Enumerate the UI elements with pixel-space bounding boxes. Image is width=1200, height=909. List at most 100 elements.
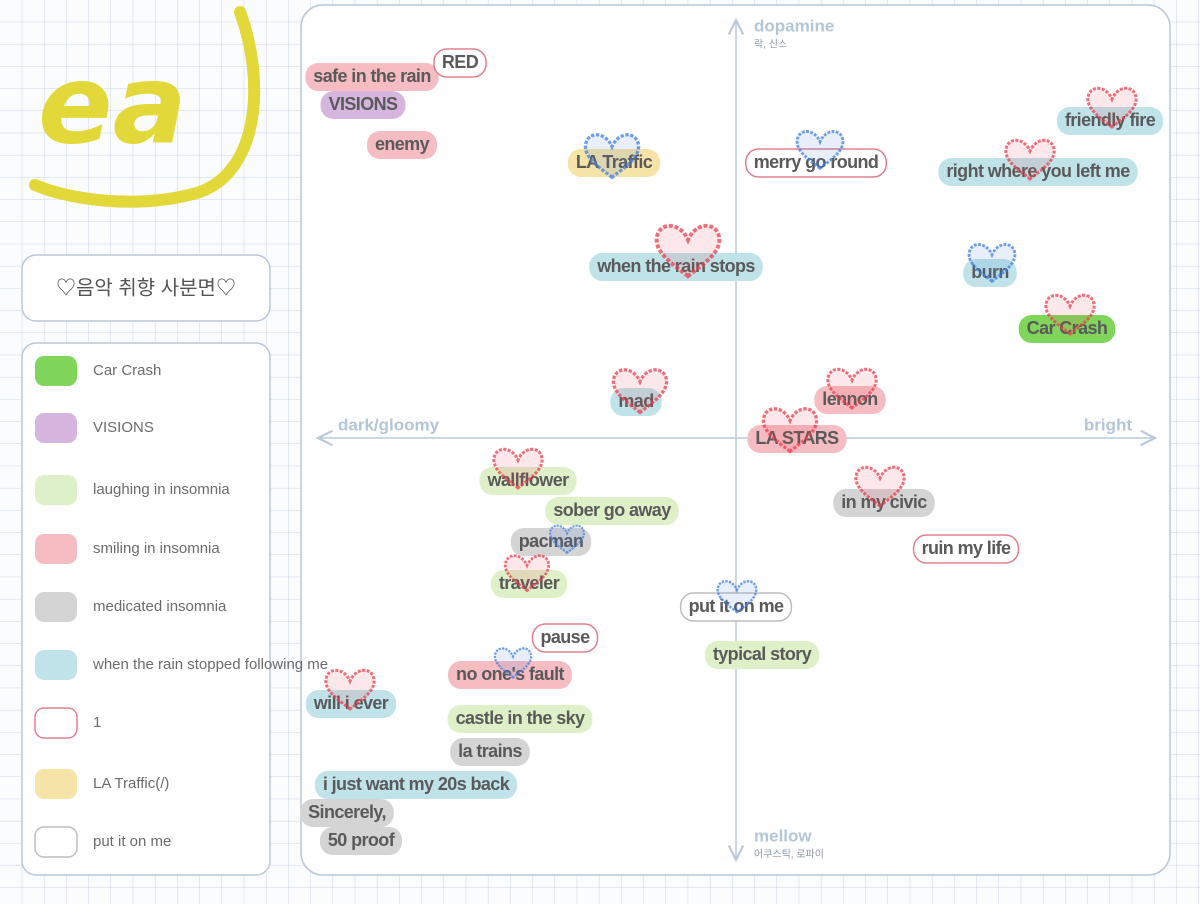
chip-background	[1018, 315, 1116, 343]
song-label: pause	[540, 627, 590, 647]
song-label: Sincerely,	[308, 802, 386, 822]
chip-background	[305, 690, 397, 718]
chip-background	[1056, 107, 1164, 135]
chip-background	[679, 592, 793, 622]
legend-label: laughing in insomnia	[93, 481, 230, 498]
song-chip: i just want my 20s back	[314, 771, 518, 799]
axis-label-bottom: mellow	[754, 826, 812, 845]
axis-label-top: dopamine	[754, 16, 834, 35]
axis-label-right: bright	[1084, 415, 1132, 434]
heart-doodle	[549, 524, 585, 555]
song-chip: ruin my life	[912, 534, 1020, 564]
legend-swatch	[35, 650, 77, 680]
chip-background	[314, 771, 518, 799]
chip-background	[433, 48, 487, 78]
heart-doodle	[1004, 138, 1056, 181]
song-label: mad	[618, 391, 653, 411]
legend-swatch	[35, 769, 77, 799]
chip-background	[450, 738, 530, 766]
heart-doodle	[583, 133, 641, 180]
song-chip: 50 proof	[319, 827, 403, 855]
song-chip: castle in the sky	[447, 705, 593, 733]
song-chip: RED	[433, 48, 487, 78]
legend-label: medicated insomnia	[93, 598, 227, 615]
song-chip: Sincerely,	[300, 799, 394, 827]
song-chip: safe in the rain	[305, 63, 439, 91]
heart-doodle	[504, 554, 550, 593]
song-label: Car Crash	[1027, 318, 1108, 338]
song-label: lennon	[822, 389, 877, 409]
heart-doodle	[1044, 293, 1096, 336]
chip-background	[366, 131, 438, 159]
chip-background	[545, 497, 679, 525]
heart-doodle	[854, 465, 906, 508]
chip-background	[447, 705, 593, 733]
song-chip: typical story	[704, 641, 820, 669]
chip-background	[963, 259, 1017, 287]
legend-swatch	[35, 356, 77, 386]
chip-background	[610, 388, 662, 416]
axis-sub-bottom: 어쿠스틱, 로파이	[754, 849, 824, 861]
song-chip: put it on me	[679, 592, 793, 622]
logo-smile	[29, 6, 261, 208]
chip-background	[744, 148, 888, 178]
legend-label: 1	[93, 714, 101, 731]
legend-label: when the rain stopped following me	[92, 656, 328, 673]
song-label: castle in the sky	[456, 708, 585, 728]
chip-background	[510, 528, 592, 556]
song-chip: mad	[610, 388, 662, 416]
song-label: ruin my life	[922, 538, 1011, 558]
chip-background	[320, 91, 406, 119]
chip-background	[567, 149, 661, 177]
heart-doodle	[716, 580, 758, 614]
logo: ea	[29, 6, 261, 208]
song-chip: sober go away	[545, 497, 679, 525]
song-chip: will i ever	[305, 690, 397, 718]
song-label: safe in the rain	[313, 66, 430, 86]
legend-swatch	[35, 475, 77, 505]
heart-doodle	[654, 223, 722, 279]
legend-label: smiling in insomnia	[93, 540, 220, 557]
song-label: will i ever	[313, 693, 389, 713]
legend-swatch	[34, 707, 78, 739]
heart-doodle	[967, 243, 1017, 284]
chip-background	[912, 534, 1020, 564]
legend-label: put it on me	[93, 833, 171, 850]
song-chip: merry go round	[744, 148, 888, 178]
chip-background	[479, 467, 577, 495]
heart-doodle	[1086, 86, 1138, 129]
heart-doodle	[826, 367, 878, 410]
song-label: enemy	[375, 134, 430, 154]
song-label: put it on me	[689, 596, 784, 616]
song-chip: la trains	[450, 738, 530, 766]
heart-doodle	[611, 368, 669, 415]
song-label: RED	[442, 52, 479, 72]
song-label: when the rain stops	[596, 256, 755, 276]
legend-swatch	[34, 826, 78, 858]
title: ♡음악 취향 사분면♡	[56, 276, 236, 299]
song-label: sober go away	[553, 500, 671, 520]
song-label: pacman	[519, 531, 583, 551]
song-label: no one's fault	[456, 664, 564, 684]
chip-background	[747, 425, 847, 453]
title-box	[21, 254, 271, 322]
axis-label-left: dark/gloomy	[338, 415, 440, 434]
legend-swatch	[35, 592, 77, 622]
song-label: 50 proof	[328, 830, 396, 850]
chip-background	[704, 641, 820, 669]
legend-box	[21, 342, 271, 876]
song-label: merry go round	[754, 152, 879, 172]
song-label: traveler	[499, 573, 560, 593]
heart-doodle	[492, 447, 544, 490]
chip-background	[300, 799, 394, 827]
chip-background	[305, 63, 439, 91]
heart-doodle	[324, 668, 376, 711]
legend-swatch	[35, 534, 77, 564]
logo-text: ea	[38, 40, 187, 168]
heart-doodle	[761, 407, 819, 454]
legend-label: LA Traffic(/)	[93, 775, 169, 792]
song-chip: pacman	[510, 528, 592, 556]
axis-sub-top: 락, 신스	[754, 39, 787, 51]
